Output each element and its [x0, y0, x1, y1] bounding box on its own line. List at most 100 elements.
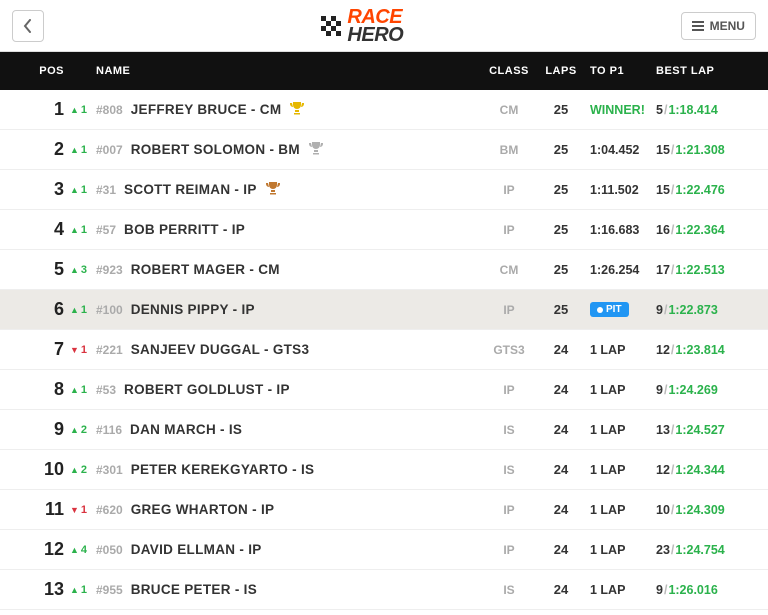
driver-cell: #221SANJEEV DUGGAL - GTS3: [92, 342, 482, 357]
gap-to-p1: PIT: [586, 302, 656, 318]
col-laps: LAPS: [536, 65, 586, 77]
gap-to-p1: 1 LAP: [586, 583, 656, 597]
driver-name: BRUCE PETER - IS: [131, 582, 257, 597]
car-number: #808: [96, 103, 123, 117]
table-row[interactable]: 10▲2#301PETER KEREKGYARTO - ISIS241 LAP1…: [0, 450, 768, 490]
driver-cell: #31 SCOTT REIMAN - IP: [92, 180, 482, 200]
car-number: #31: [96, 183, 116, 197]
logo[interactable]: RACE HERO: [321, 8, 403, 44]
gap-to-p1: WINNER!: [586, 103, 656, 117]
gap-to-p1: 1:04.452: [586, 143, 656, 157]
table-row[interactable]: 13▲1#955BRUCE PETER - ISIS241 LAP9/1:26.…: [0, 570, 768, 610]
best-lap: 15/1:22.476: [656, 183, 750, 197]
laps-count: 25: [536, 182, 586, 197]
position-delta: ▲2: [64, 464, 92, 476]
laps-count: 25: [536, 262, 586, 277]
class-label: CM: [482, 103, 536, 117]
driver-cell: #53 ROBERT GOLDLUST - IP: [92, 382, 482, 397]
position-delta: ▲1: [64, 584, 92, 596]
driver-name: GREG WHARTON - IP: [131, 502, 275, 517]
trophy-icon: [289, 100, 305, 120]
driver-name: ROBERT MAGER - CM: [131, 262, 280, 277]
gap-to-p1: 1:16.683: [586, 223, 656, 237]
class-label: IP: [482, 223, 536, 237]
pit-badge: PIT: [590, 302, 629, 317]
gap-to-p1: 1 LAP: [586, 383, 656, 397]
trophy-icon: [308, 140, 324, 160]
table-row[interactable]: 3▲1#31SCOTT REIMAN - IPIP251:11.50215/1:…: [0, 170, 768, 210]
driver-cell: #620GREG WHARTON - IP: [92, 502, 482, 517]
table-row[interactable]: 4▲1#57BOB PERRITT - IPIP251:16.68316/1:2…: [0, 210, 768, 250]
menu-label: MENU: [710, 19, 745, 33]
chevron-left-icon: [23, 19, 33, 33]
flag-icon: [321, 16, 341, 36]
best-lap: 5/1:18.414: [656, 103, 750, 117]
position: 4: [18, 219, 64, 240]
driver-name: DENNIS PIPPY - IP: [131, 302, 255, 317]
laps-count: 24: [536, 502, 586, 517]
table-row[interactable]: 8▲1#53ROBERT GOLDLUST - IPIP241 LAP9/1:2…: [0, 370, 768, 410]
header: RACE HERO MENU: [0, 0, 768, 52]
position: 3: [18, 179, 64, 200]
car-number: #53: [96, 383, 116, 397]
table-row[interactable]: 6▲1#100DENNIS PIPPY - IPIP25PIT9/1:22.87…: [0, 290, 768, 330]
laps-count: 25: [536, 222, 586, 237]
laps-count: 25: [536, 102, 586, 117]
laps-count: 25: [536, 302, 586, 317]
best-lap: 9/1:22.873: [656, 303, 750, 317]
position: 9: [18, 419, 64, 440]
position-delta: ▲2: [64, 424, 92, 436]
table-row[interactable]: 7▼1#221SANJEEV DUGGAL - GTS3GTS3241 LAP1…: [0, 330, 768, 370]
table-row[interactable]: 1▲1 #808 JEFFREY BRUCE - CM CM25WINNER!5/1:…: [0, 90, 768, 130]
best-lap: 17/1:22.513: [656, 263, 750, 277]
position: 12: [18, 539, 64, 560]
position-delta: ▼1: [64, 344, 92, 356]
best-lap: 12/1:23.814: [656, 343, 750, 357]
gap-to-p1: 1 LAP: [586, 503, 656, 517]
position: 11: [18, 499, 64, 520]
best-lap: 15/1:21.308: [656, 143, 750, 157]
driver-name: BOB PERRITT - IP: [124, 222, 245, 237]
car-number: #007: [96, 143, 123, 157]
position: 10: [18, 459, 64, 480]
table-row[interactable]: 12▲4#050DAVID ELLMAN - IPIP241 LAP23/1:2…: [0, 530, 768, 570]
gap-to-p1: 1:11.502: [586, 183, 656, 197]
table-row[interactable]: 9▲2#116DAN MARCH - ISIS241 LAP13/1:24.52…: [0, 410, 768, 450]
class-label: IP: [482, 503, 536, 517]
class-label: IP: [482, 183, 536, 197]
class-label: GTS3: [482, 343, 536, 357]
position: 5: [18, 259, 64, 280]
table-row[interactable]: 5▲3#923ROBERT MAGER - CMCM251:26.25417/1…: [0, 250, 768, 290]
position: 1: [18, 99, 64, 120]
position: 13: [18, 579, 64, 600]
menu-button[interactable]: MENU: [681, 12, 756, 40]
driver-name: SCOTT REIMAN - IP: [124, 182, 257, 197]
gap-to-p1: 1 LAP: [586, 463, 656, 477]
position-delta: ▲1: [64, 104, 92, 116]
class-label: IP: [482, 383, 536, 397]
laps-count: 24: [536, 422, 586, 437]
gap-to-p1: 1 LAP: [586, 423, 656, 437]
car-number: #050: [96, 543, 123, 557]
position-delta: ▼1: [64, 504, 92, 516]
position-delta: ▲1: [64, 144, 92, 156]
back-button[interactable]: [12, 10, 44, 42]
driver-name: DAN MARCH - IS: [130, 422, 242, 437]
driver-name: ROBERT GOLDLUST - IP: [124, 382, 290, 397]
col-to-p1: TO P1: [586, 65, 656, 77]
driver-name: PETER KEREKGYARTO - IS: [131, 462, 315, 477]
col-pos: POS: [18, 65, 64, 77]
best-lap: 12/1:24.344: [656, 463, 750, 477]
car-number: #923: [96, 263, 123, 277]
position-delta: ▲4: [64, 544, 92, 556]
driver-cell: #808 JEFFREY BRUCE - CM: [92, 100, 482, 120]
position: 6: [18, 299, 64, 320]
class-label: IS: [482, 423, 536, 437]
table-row[interactable]: 11▼1#620GREG WHARTON - IPIP241 LAP10/1:2…: [0, 490, 768, 530]
car-number: #116: [96, 423, 122, 437]
table-row[interactable]: 2▲1#007ROBERT SOLOMON - BMBM251:04.45215…: [0, 130, 768, 170]
table-header: POS NAME CLASS LAPS TO P1 BEST LAP: [0, 52, 768, 90]
driver-name: JEFFREY BRUCE - CM: [131, 102, 282, 117]
gap-to-p1: 1 LAP: [586, 543, 656, 557]
logo-hero: HERO: [347, 24, 403, 46]
